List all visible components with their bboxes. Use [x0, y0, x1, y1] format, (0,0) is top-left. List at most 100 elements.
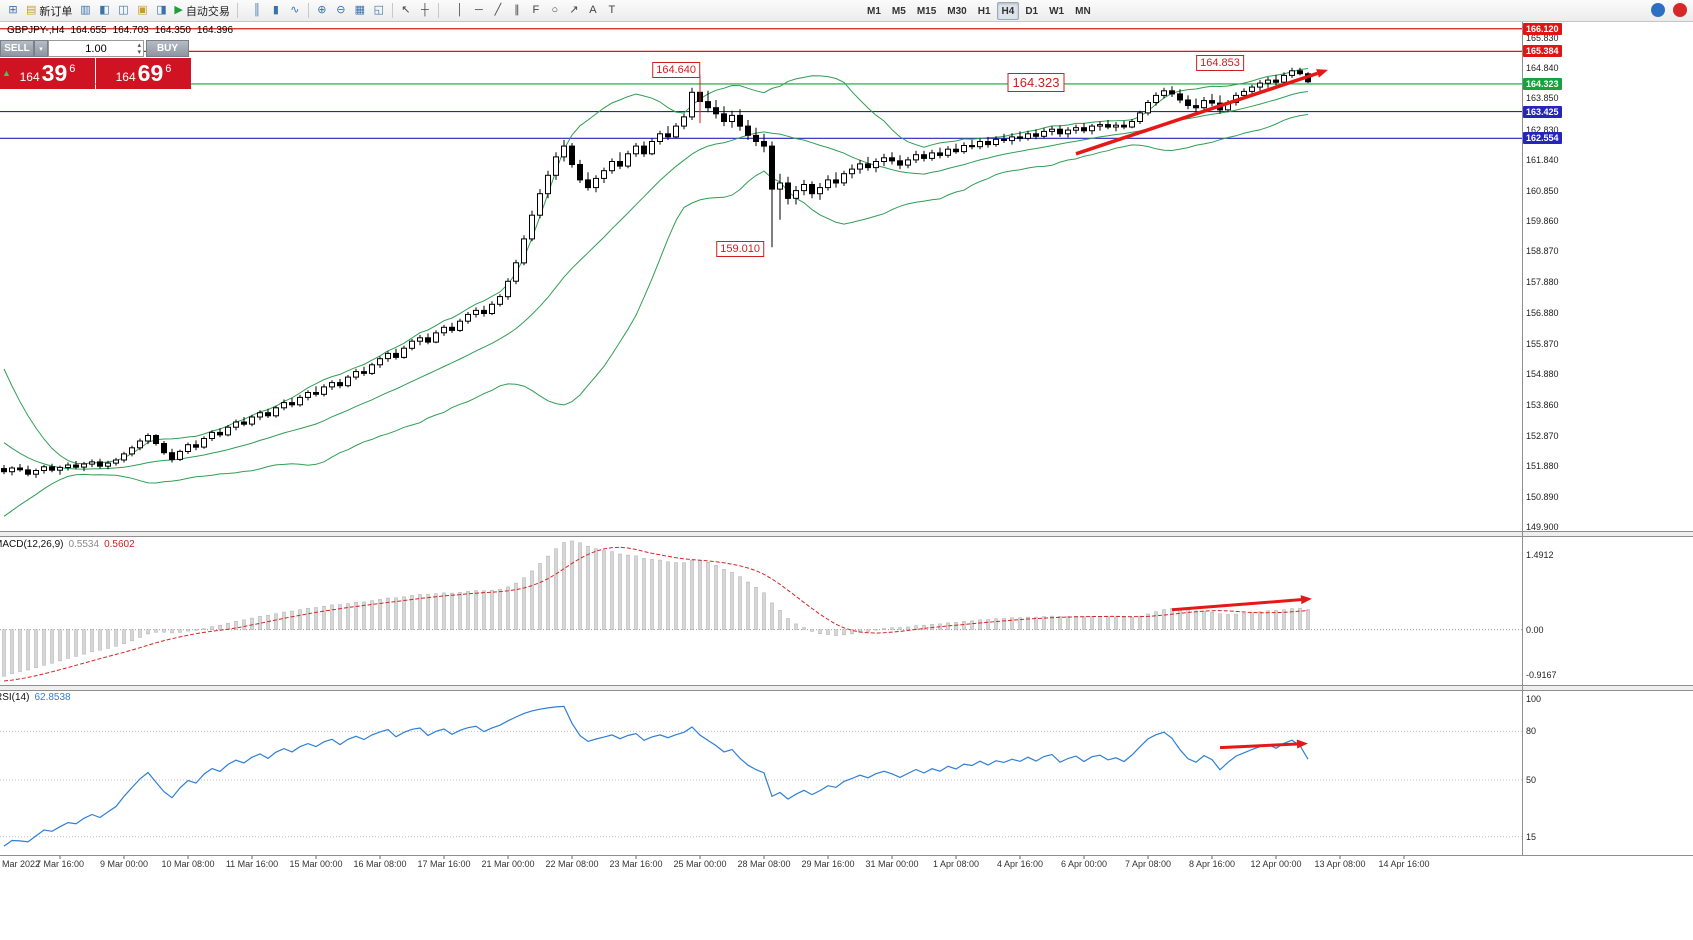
fibonacci-tool-button[interactable]: F	[527, 2, 545, 20]
candlestick-series[interactable]	[1, 67, 1311, 478]
toolbar: ⊞ ▤ 新订单 ▥ ◧ ◫ ▣ ◨ ▶ 自动交易 ║ ▮ ∿ ⊕ ⊖ ▦ ◱ ↖ ┼ │ ─ ╱ ∥ F ○ ↗ A T M1 M5 M1…	[0, 0, 1693, 22]
timeframe-h1-button[interactable]: H1	[973, 2, 996, 20]
rsi-name: RSI(14)	[0, 692, 30, 703]
toolbar-right-icons	[1651, 3, 1687, 17]
timeframe-group: M1 M5 M15 M30 H1 H4 D1 W1 MN	[862, 2, 1096, 20]
spinner-down-icon: ▾	[137, 49, 141, 56]
price-axis[interactable]: 165.830 164.840 163.850 162.830 161.840 160.8…	[1522, 0, 1693, 856]
price-level-label: 162.554	[1523, 132, 1562, 145]
vertical-line-tool-icon: │	[456, 4, 464, 16]
timeframe-w1-button[interactable]: W1	[1044, 2, 1069, 20]
candlestick-chart-type-button[interactable]: ▮	[267, 2, 285, 20]
sell-price-int: 164	[19, 69, 40, 84]
trade-panel-controls: SELL ▾ 1.00 ▴ ▾ BUY	[0, 40, 191, 57]
tile-windows-button[interactable]: ◱	[370, 2, 388, 20]
autotrading-label: 自动交易	[185, 5, 230, 18]
macd-indicator-label: MACD(12,26,9) 0.5534 0.5602	[0, 539, 135, 550]
rsi-panel	[0, 705, 1522, 847]
autotrading-button[interactable]: ▶ 自动交易	[171, 2, 232, 20]
bar-chart-type-button[interactable]: ║	[248, 2, 266, 20]
text-frame-tool-icon: T	[608, 4, 616, 16]
panel-separators[interactable]	[0, 22, 1693, 856]
macd-name: MACD(12,26,9)	[0, 539, 64, 550]
sell-button[interactable]: SELL	[0, 40, 34, 57]
trendline-tool-button[interactable]: ╱	[489, 2, 507, 20]
vertical-line-tool-button[interactable]: │	[451, 2, 469, 20]
channel-tool-button[interactable]: ∥	[508, 2, 526, 20]
symbol-name: GBPJPY-,H4	[7, 25, 65, 36]
candlestick-chart-type-icon: ▮	[272, 4, 279, 16]
navigator-icon: ◫	[118, 4, 129, 16]
shapes-tool-button[interactable]: ○	[546, 2, 564, 20]
axis-label: 1.4912	[1526, 550, 1554, 561]
buy-price[interactable]: 164 69 6	[96, 58, 191, 89]
navigator-button[interactable]: ◫	[114, 2, 132, 20]
axis-label: 154.880	[1526, 369, 1559, 380]
toolbar-separator	[236, 3, 238, 18]
axis-label: 15	[1526, 831, 1537, 842]
shapes-tool-icon: ○	[551, 4, 559, 16]
line-chart-type-button[interactable]: ∿	[286, 2, 304, 20]
new-chart-button[interactable]: ⊞	[4, 2, 22, 20]
axis-label: 153.860	[1526, 400, 1559, 411]
axis-label: 158.870	[1526, 246, 1559, 257]
buy-price-pips: 69	[137, 60, 164, 86]
axis-label: 156.880	[1526, 307, 1559, 318]
macd-panel	[0, 540, 1522, 682]
new-chart-icon: ⊞	[8, 4, 18, 16]
tile-windows-icon: ◱	[373, 4, 385, 16]
text-label-tool-button[interactable]: A	[584, 2, 602, 20]
rsi-value: 62.8538	[34, 692, 71, 703]
axis-label: 100	[1526, 694, 1542, 704]
new-order-label: 新订单	[39, 5, 73, 18]
community-icon[interactable]	[1651, 3, 1665, 17]
axis-label: 163.850	[1526, 93, 1559, 104]
timeframe-m1-button[interactable]: M1	[862, 2, 886, 20]
buy-button[interactable]: BUY	[146, 40, 189, 57]
timeframe-h4-button[interactable]: H4	[996, 2, 1020, 20]
symbol-ohlc-info: GBPJPY-,H4 164.655 164.703 164.350 164.3…	[7, 25, 233, 36]
sell-price[interactable]: ▲ 164 39 6	[0, 58, 95, 89]
data-window-button[interactable]: ◧	[95, 2, 113, 20]
timeframe-m5-button[interactable]: M5	[887, 2, 911, 20]
data-window-icon: ◧	[99, 4, 110, 16]
strategy-tester-button[interactable]: ◨	[152, 2, 170, 20]
axis-label: 152.870	[1526, 430, 1559, 441]
timeframe-m30-button[interactable]: M30	[942, 2, 971, 20]
timeframe-mn-button[interactable]: MN	[1070, 2, 1096, 20]
axis-label: 162.830	[1526, 124, 1559, 135]
volume-stepper[interactable]: ▴ ▾	[137, 42, 141, 56]
price-level-label: 165.384	[1523, 45, 1562, 58]
toolbar-buttons: ⊞ ▤ 新订单 ▥ ◧ ◫ ▣ ◨ ▶ 自动交易 ║ ▮ ∿ ⊕ ⊖ ▦ ◱ ↖ ┼ │ ─ ╱ ∥ F ○ ↗ A T	[4, 2, 621, 20]
toolbar-separator	[437, 3, 439, 18]
market-watch-button[interactable]: ▥	[76, 2, 94, 20]
ohlc-low: 164.350	[154, 25, 191, 36]
price-level-label: 166.120	[1523, 22, 1562, 35]
volume-input[interactable]: 1.00 ▴ ▾	[48, 40, 144, 57]
axis-label: 164.840	[1526, 63, 1559, 74]
horizontal-line-tool-icon: ─	[474, 4, 483, 16]
timeframe-d1-button[interactable]: D1	[1020, 2, 1043, 20]
zoom-out-button[interactable]: ⊖	[332, 2, 350, 20]
auto-arrange-button[interactable]: ▦	[351, 2, 369, 20]
volume-value: 1.00	[85, 42, 107, 55]
zoom-out-icon: ⊖	[336, 4, 346, 16]
terminal-icon: ▣	[137, 4, 148, 16]
crosshair-button[interactable]: ┼	[416, 2, 434, 20]
order-type-dropdown-button[interactable]: ▾	[34, 40, 48, 57]
arrow-tool-button[interactable]: ↗	[565, 2, 583, 20]
strategy-tester-icon: ◨	[156, 4, 167, 16]
zoom-in-icon: ⊕	[317, 4, 327, 16]
zoom-in-button[interactable]: ⊕	[313, 2, 331, 20]
text-frame-tool-button[interactable]: T	[603, 2, 621, 20]
channel-tool-icon: ∥	[514, 4, 520, 16]
axis-label: 149.900	[1526, 522, 1559, 532]
new-order-button[interactable]: ▤ 新订单	[23, 2, 75, 20]
notifications-icon[interactable]	[1673, 3, 1687, 17]
cursor-button[interactable]: ↖	[397, 2, 415, 20]
timeframe-m15-button[interactable]: M15	[912, 2, 941, 20]
horizontal-line-tool-button[interactable]: ─	[470, 2, 488, 20]
terminal-button[interactable]: ▣	[133, 2, 151, 20]
rsi-indicator-label: RSI(14) 62.8538	[0, 692, 71, 703]
